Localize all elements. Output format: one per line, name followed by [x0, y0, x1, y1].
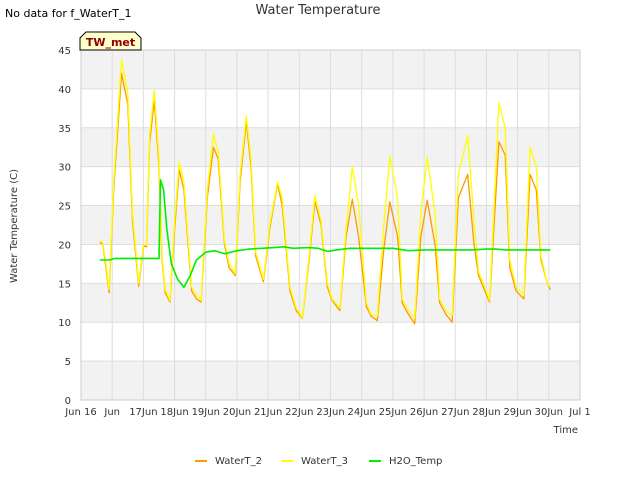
y-tick-label: 0 — [65, 396, 71, 407]
x-tick-label: 26Jun — [410, 407, 438, 418]
y-tick-label: 35 — [58, 124, 71, 135]
badge-shape — [79, 31, 142, 51]
x-tick-label: 18Jun — [160, 407, 188, 418]
legend-label: WaterT_2 — [215, 456, 262, 467]
x-axis-label: Time — [553, 425, 578, 436]
y-tick-label: 45 — [58, 46, 71, 57]
chart-title: Water Temperature — [256, 3, 381, 18]
x-axis-ticks: Jun 16 Jun 17Jun 18Jun 19Jun 20Jun 21Jun 22Jun 2… — [64, 407, 591, 418]
y-tick-label: 30 — [58, 163, 71, 174]
y-tick-label: 25 — [58, 202, 71, 213]
x-tick-label: 24Jun — [348, 407, 376, 418]
y-tick-label: 10 — [58, 318, 71, 329]
x-tick-label: 29Jun — [503, 407, 531, 418]
y-tick-label: 15 — [58, 279, 71, 290]
legend-label: WaterT_3 — [301, 456, 348, 467]
tw-met-badge: TW_met — [79, 31, 142, 51]
y-tick-label: 40 — [58, 85, 71, 96]
x-tick-label: 28Jun — [472, 407, 500, 418]
x-tick-label: 22Jun — [285, 407, 313, 418]
y-axis-label: Water Temperature (C) — [9, 169, 20, 283]
badge-label: TW_met — [86, 36, 135, 49]
x-tick-label: Jun 16 — [64, 407, 97, 418]
y-axis-ticks: 0 5 10 15 20 25 30 35 40 45 — [58, 46, 71, 407]
no-data-note: No data for f_WaterT_1 — [5, 7, 132, 20]
x-tick-label: 25Jun — [379, 407, 407, 418]
y-tick-label: 5 — [65, 357, 71, 368]
series-line-h2o-temp — [99, 179, 551, 289]
x-tick-label: 23Jun — [316, 407, 344, 418]
x-tick-label: Jul 1 — [568, 407, 591, 418]
x-tick-label: Jun — [103, 407, 120, 418]
x-tick-label: 30Jun — [535, 407, 563, 418]
series-layer — [99, 58, 551, 325]
series-line-watert-3 — [99, 58, 551, 319]
x-tick-label: 19Jun — [192, 407, 220, 418]
x-tick-label: 21Jun — [254, 407, 282, 418]
legend-label: H2O_Temp — [389, 456, 442, 467]
x-tick-label: 27Jun — [441, 407, 469, 418]
legend: WaterT_2 WaterT_3 H2O_Temp — [195, 456, 442, 467]
plot-frame — [80, 49, 581, 401]
x-tick-label: 17Jun — [129, 407, 157, 418]
y-tick-label: 20 — [58, 240, 71, 251]
x-tick-label: 20Jun — [223, 407, 251, 418]
